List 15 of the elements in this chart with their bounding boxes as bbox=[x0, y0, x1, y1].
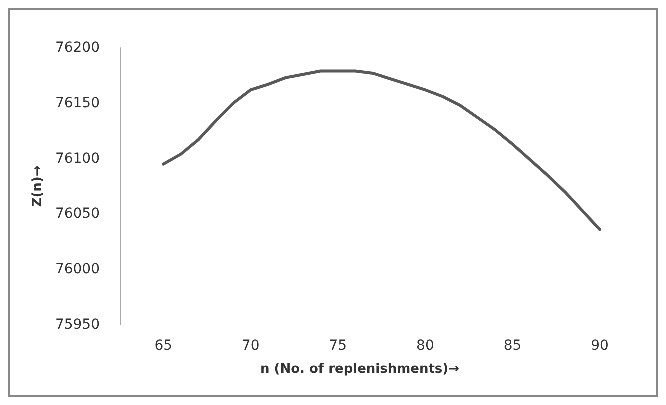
x-tick-label: 85 bbox=[504, 338, 522, 354]
y-tick-label: 76150 bbox=[55, 95, 100, 112]
x-tick-label: 65 bbox=[154, 338, 173, 354]
x-tick-label: 80 bbox=[416, 338, 434, 354]
y-tick-label: 76200 bbox=[55, 40, 100, 56]
x-tick-label: 75 bbox=[329, 338, 348, 354]
y-tick-label: 76050 bbox=[55, 206, 100, 222]
x-tick-label: 70 bbox=[242, 338, 260, 354]
y-tick-label: 76000 bbox=[55, 262, 100, 278]
y-axis-title: Z(n)→ bbox=[30, 166, 46, 208]
x-axis-title: n (No. of replenishments)→ bbox=[260, 362, 460, 377]
y-tick-label: 75950 bbox=[55, 317, 100, 333]
line-series bbox=[162, 70, 602, 232]
y-tick-label: 76100 bbox=[55, 150, 100, 167]
x-tick-label: 90 bbox=[591, 338, 609, 354]
